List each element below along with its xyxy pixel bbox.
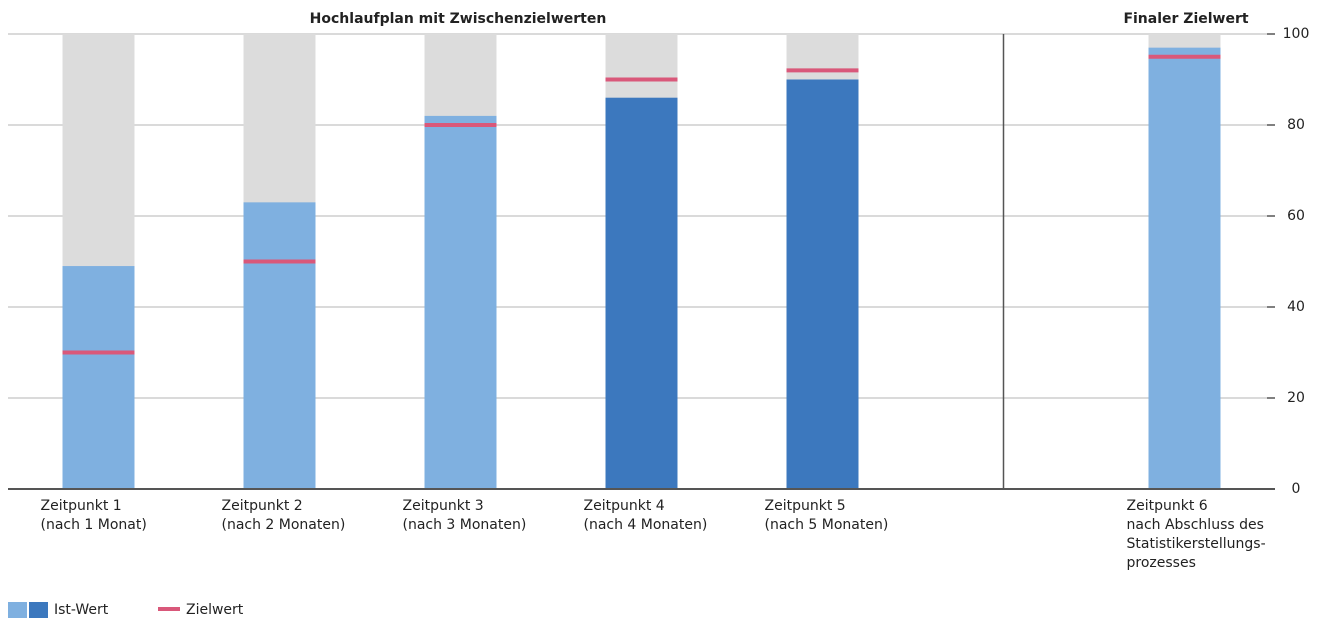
legend-label: Ist-Wert <box>54 602 109 618</box>
x-tick-label: Zeitpunkt 5 <box>765 498 846 514</box>
bar <box>605 97 678 489</box>
bar <box>62 266 135 489</box>
legend-swatch <box>8 602 27 618</box>
x-tick-label: Zeitpunkt 4 <box>584 498 665 514</box>
x-tick-label: Zeitpunkt 2 <box>222 498 303 514</box>
x-tick-label: prozesses <box>1127 555 1196 571</box>
y-tick-label: 0 <box>1292 481 1301 497</box>
legend-swatch <box>29 602 48 618</box>
x-tick-label: (nach 5 Monaten) <box>765 517 889 533</box>
section-title: Hochlaufplan mit Zwischenzielwerten <box>310 11 607 27</box>
y-tick-label: 80 <box>1287 117 1305 133</box>
y-tick-label: 100 <box>1283 26 1310 42</box>
x-tick-label: Zeitpunkt 6 <box>1127 498 1208 514</box>
y-tick-label: 60 <box>1287 208 1305 224</box>
x-tick-label: (nach 1 Monat) <box>41 517 147 533</box>
x-tick-label: Zeitpunkt 3 <box>403 498 484 514</box>
bar <box>1148 47 1221 490</box>
x-tick-label: (nach 4 Monaten) <box>584 517 708 533</box>
x-tick-label: (nach 2 Monaten) <box>222 517 346 533</box>
section-title: Finaler Zielwert <box>1123 11 1248 27</box>
x-tick-label: Statistikerstellungs- <box>1127 536 1266 552</box>
legend-label: Zielwert <box>186 602 244 618</box>
bar <box>786 79 859 489</box>
x-tick-label: (nach 3 Monaten) <box>403 517 527 533</box>
bar <box>424 115 497 490</box>
y-tick-label: 20 <box>1287 390 1305 406</box>
x-tick-label: Zeitpunkt 1 <box>41 498 122 514</box>
x-tick-label: nach Abschluss des <box>1127 517 1264 533</box>
y-tick-label: 40 <box>1287 299 1305 315</box>
bar <box>243 202 316 489</box>
